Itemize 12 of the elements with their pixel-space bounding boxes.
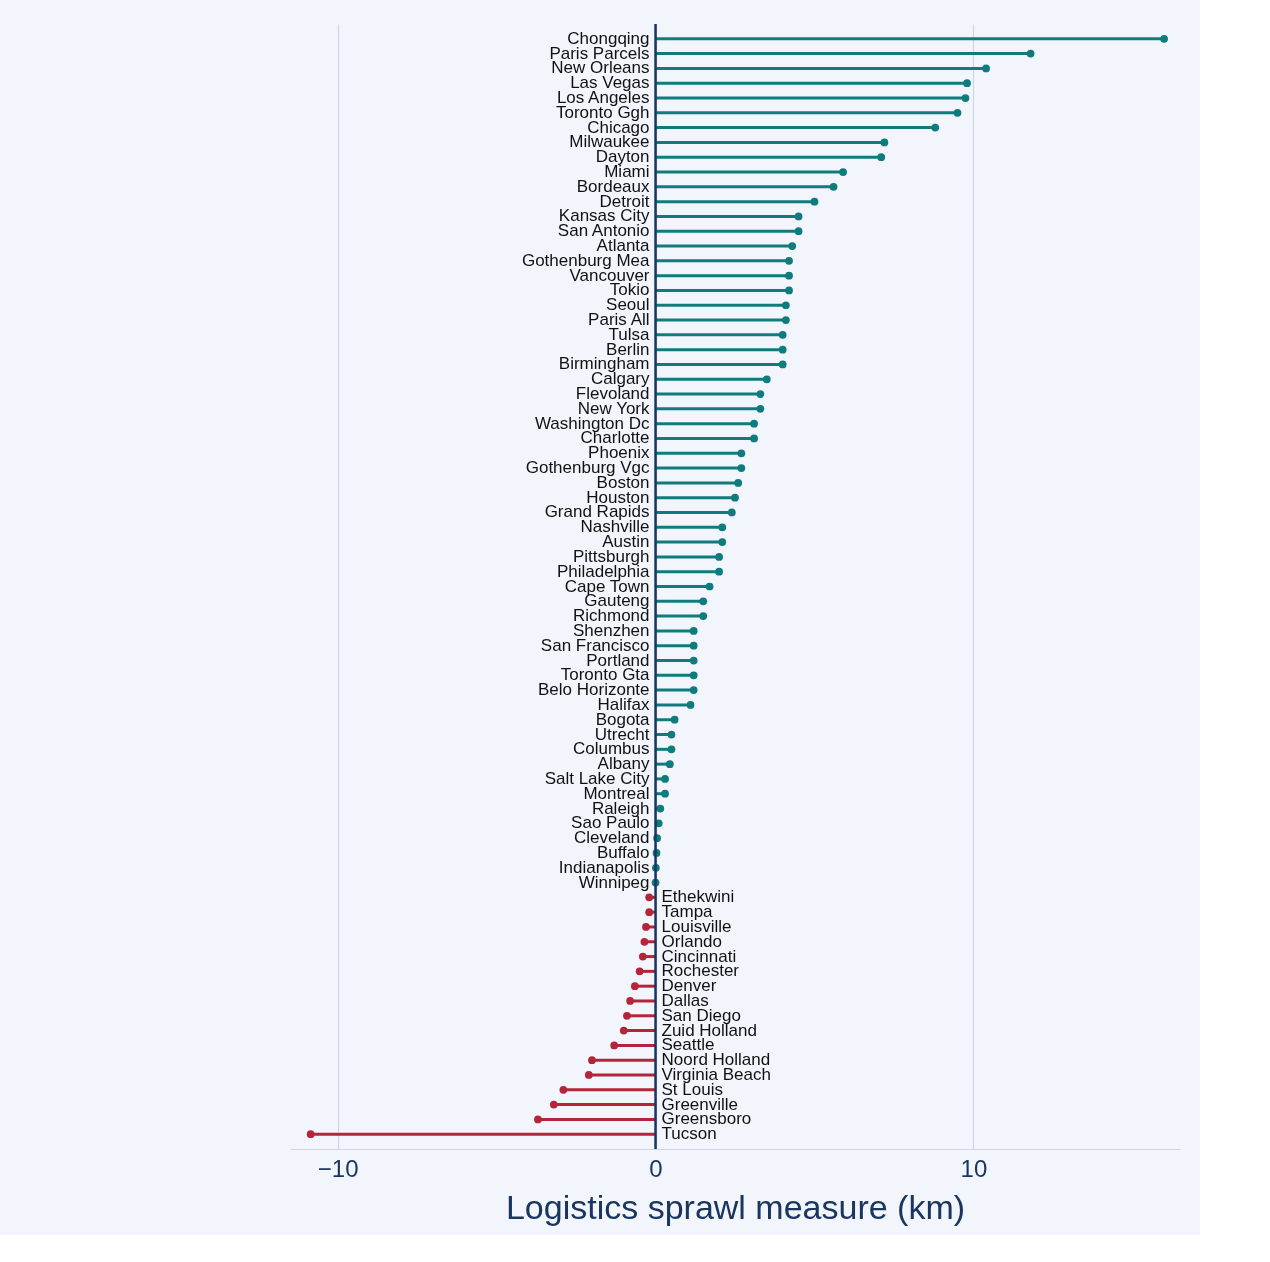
y-tick-label: Tulsa: [608, 324, 651, 344]
x-tick-label: −10: [317, 1154, 359, 1182]
y-tick-label: New York: [577, 398, 651, 418]
x-tick-label: 10: [960, 1154, 988, 1182]
y-tick-label: Halifax: [597, 694, 651, 714]
y-tick-label: Orlando: [661, 931, 723, 951]
y-tick-label: Bordeaux: [576, 176, 651, 196]
x-axis-title: Logistics sprawl measure (km): [505, 1187, 966, 1226]
y-tick-label: Dallas: [661, 990, 709, 1010]
y-tick-label: Buffalo: [596, 842, 650, 862]
x-tick-label: 0: [649, 1154, 663, 1182]
y-tick-label: Tucson: [661, 1124, 717, 1144]
